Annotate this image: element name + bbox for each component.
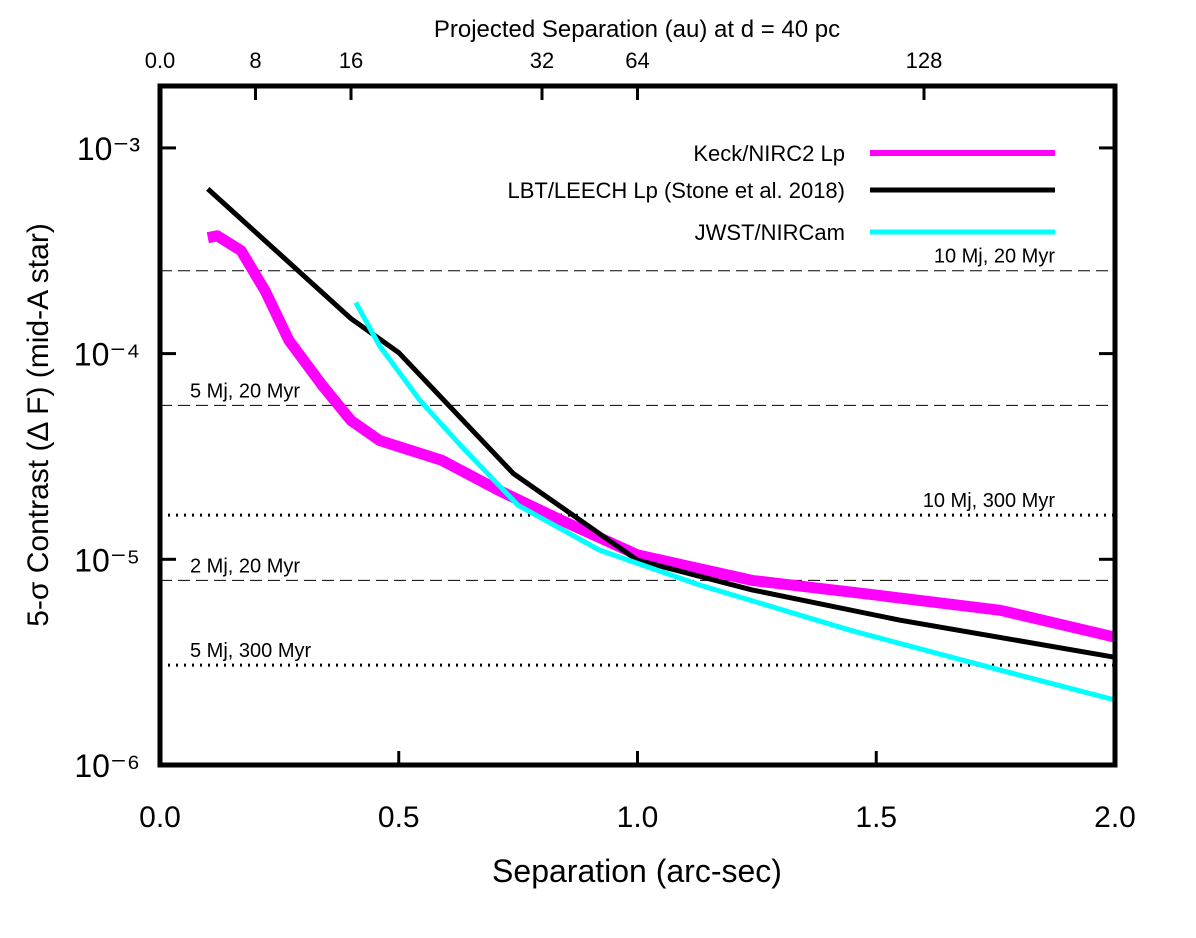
reference-label: 2 Mj, 20 Myr bbox=[190, 555, 300, 577]
reference-label: 10 Mj, 300 Myr bbox=[923, 490, 1056, 512]
x2-tick-label: 128 bbox=[906, 48, 943, 73]
legend-label: LBT/LEECH Lp (Stone et al. 2018) bbox=[507, 178, 845, 203]
x-tick-label: 2.0 bbox=[1094, 801, 1136, 834]
x2-tick-label: 32 bbox=[530, 48, 554, 73]
x2-tick-label: 0.0 bbox=[145, 48, 176, 73]
x2-tick-label: 8 bbox=[249, 48, 261, 73]
y-axis-label: 5-σ Contrast (Δ F) (mid-A star) bbox=[22, 223, 55, 627]
y-tick-label: 10⁻⁶ bbox=[74, 748, 140, 784]
x-tick-label: 0.0 bbox=[139, 801, 181, 834]
series-line bbox=[353, 301, 1116, 703]
x-tick-label: 1.5 bbox=[855, 801, 897, 834]
x-tick-label: 1.0 bbox=[617, 801, 659, 834]
series-line bbox=[206, 230, 1117, 643]
x-tick-label: 0.5 bbox=[378, 801, 420, 834]
x-axis-label: Separation (arc-sec) bbox=[492, 853, 782, 889]
y-tick-label: 10⁻⁵ bbox=[74, 542, 140, 578]
legend-label: JWST/NIRCam bbox=[695, 220, 845, 245]
y-tick-label: 10⁻⁴ bbox=[74, 337, 140, 373]
reference-label: 5 Mj, 300 Myr bbox=[190, 640, 311, 662]
legend-label: Keck/NIRC2 Lp bbox=[693, 141, 845, 166]
x2-tick-label: 64 bbox=[625, 48, 649, 73]
y-tick-label: 10⁻³ bbox=[77, 131, 140, 167]
series-line bbox=[206, 187, 1116, 660]
x2-tick-label: 16 bbox=[339, 48, 363, 73]
x2-axis-label: Projected Separation (au) at d = 40 pc bbox=[434, 16, 840, 43]
reference-label: 10 Mj, 20 Myr bbox=[934, 246, 1055, 268]
reference-label: 5 Mj, 20 Myr bbox=[190, 380, 300, 402]
